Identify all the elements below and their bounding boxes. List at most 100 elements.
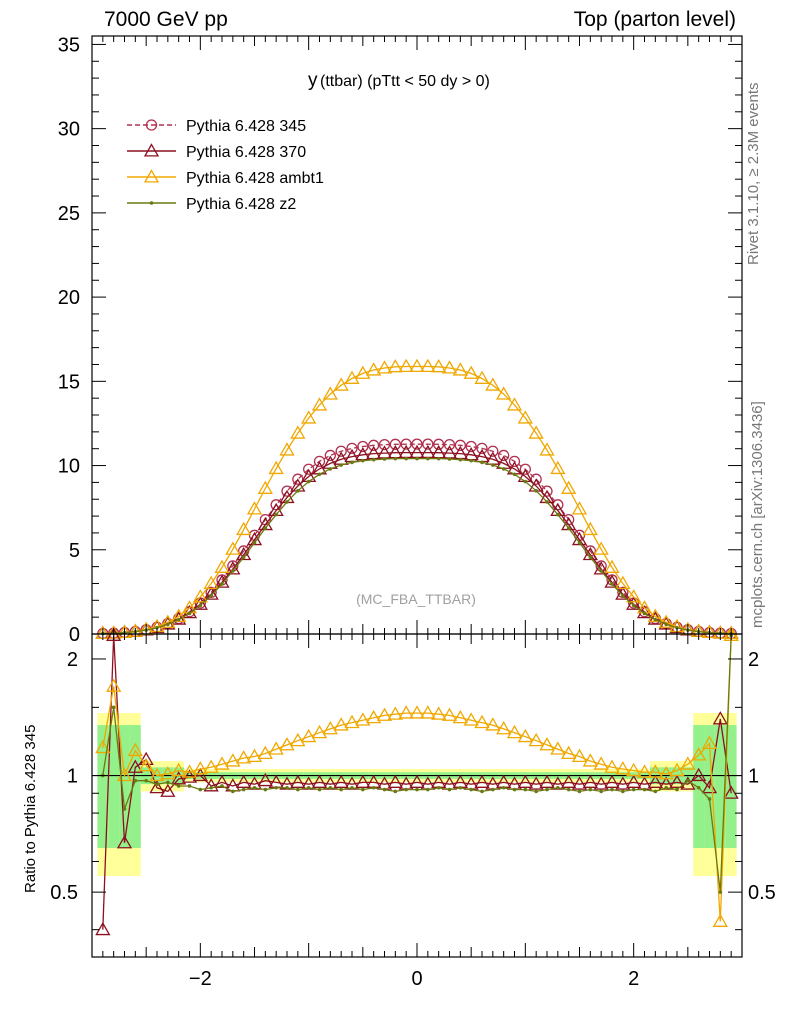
top-series-2-point bbox=[550, 460, 566, 475]
ratio-series-0-point bbox=[171, 771, 187, 785]
ratio-series-1-point bbox=[539, 737, 555, 751]
ratio-series-2-point bbox=[447, 787, 452, 792]
ratio-series-0-point bbox=[615, 776, 631, 790]
ratio-series-1-point bbox=[452, 709, 468, 724]
ratio-series-1-point bbox=[355, 712, 371, 726]
top-series-0-point bbox=[389, 438, 401, 450]
ratio-series-1-point bbox=[290, 732, 306, 747]
y-tick-label: 35 bbox=[58, 34, 80, 56]
top-series-2-point bbox=[160, 614, 176, 628]
ratio-series-0-point bbox=[203, 778, 219, 792]
ratio-series-1-point bbox=[225, 753, 241, 767]
ratio-series-1-point bbox=[127, 742, 143, 757]
ratio-series-1-point bbox=[712, 913, 728, 927]
top-series-3-point bbox=[610, 582, 614, 586]
ratio-series-2-point bbox=[252, 785, 257, 790]
ratio-series-1-point bbox=[506, 724, 523, 739]
ratio-series-2-point bbox=[469, 787, 473, 792]
top-series-2-point bbox=[463, 365, 479, 379]
top-series-3-point bbox=[491, 463, 495, 467]
ratio-series-2-point bbox=[166, 780, 170, 785]
top-series-2-point bbox=[452, 362, 468, 376]
ratio-series-1-point bbox=[311, 724, 328, 739]
ratio-series-0-point bbox=[290, 774, 306, 788]
top-series-0-point bbox=[465, 440, 477, 453]
top-series-1-point bbox=[615, 586, 631, 600]
top-series-3-point bbox=[404, 456, 408, 461]
ratio-y-tick-label: 2 bbox=[67, 649, 78, 671]
top-series-3-point bbox=[501, 467, 506, 471]
top-series-0-point bbox=[368, 439, 380, 451]
ratio-series-1-point bbox=[106, 678, 122, 692]
top-series-2-point bbox=[474, 370, 490, 384]
ratio-series-1-point bbox=[593, 756, 609, 770]
top-series-2-point bbox=[409, 358, 425, 373]
top-series-2-point bbox=[279, 442, 295, 456]
top-series-2-point bbox=[344, 370, 360, 384]
y-tick-label: 30 bbox=[58, 119, 80, 141]
ratio-series-2-point bbox=[274, 785, 278, 790]
rivet-label: Rivet 3.1.10, ≥ 2.3M events bbox=[745, 82, 762, 266]
top-series-2-point bbox=[192, 589, 208, 603]
top-series-3-point bbox=[664, 622, 668, 627]
ratio-series-2-point bbox=[393, 789, 398, 794]
top-series-3-point bbox=[361, 458, 365, 463]
ratio-series-2-point bbox=[675, 787, 679, 792]
top-series-3-point bbox=[220, 582, 224, 586]
ratio-series-1-point bbox=[344, 714, 360, 729]
top-series-3-point bbox=[523, 479, 528, 484]
ratio-series-2-point bbox=[653, 789, 658, 794]
top-series-3-point bbox=[545, 500, 549, 504]
ratio-series-2-point bbox=[707, 797, 712, 801]
top-series-1-point bbox=[214, 574, 230, 588]
top-series-1-point bbox=[604, 574, 620, 588]
ratio-series-0-point bbox=[539, 774, 555, 788]
ratio-series-1-point bbox=[203, 759, 219, 773]
ratio-series-0-point bbox=[582, 774, 598, 788]
ratio-series-2-point bbox=[382, 787, 387, 792]
ratio-series-2-point bbox=[566, 787, 571, 792]
top-series-2-point bbox=[268, 460, 284, 475]
ratio-series-2-point bbox=[296, 787, 300, 792]
top-series-3-point bbox=[512, 472, 517, 477]
top-series-3-point bbox=[155, 625, 159, 630]
top-series-3-point bbox=[653, 617, 658, 622]
top-series-3-point bbox=[198, 603, 203, 608]
legend: Pythia 6.428 345 Pythia 6.428 370 Pythia 6… bbox=[127, 118, 324, 213]
ratio-series-1-point bbox=[647, 764, 663, 778]
ratio-y-tick-label-right: 2 bbox=[748, 649, 759, 671]
ratio-series-1-point bbox=[474, 714, 490, 729]
ratio-series-2-point bbox=[534, 789, 538, 794]
top-series-3-point bbox=[642, 611, 647, 616]
top-series-3-point bbox=[534, 489, 538, 493]
ratio-series-2-point bbox=[231, 789, 235, 794]
ratio-series-0-point bbox=[604, 774, 620, 788]
ratio-series-0-point bbox=[593, 776, 609, 790]
ratio-series-2-point bbox=[176, 784, 181, 788]
ratio-series-0-point bbox=[723, 785, 739, 799]
top-series-3-point bbox=[166, 622, 170, 627]
ratio-series-0-point bbox=[517, 774, 533, 788]
top-series-3-point bbox=[371, 457, 376, 462]
ratio-series-1-point bbox=[214, 756, 230, 770]
ratio-series-1-point bbox=[615, 761, 631, 775]
legend-entry: Pythia 6.428 370 bbox=[186, 144, 306, 161]
top-series-0-point bbox=[454, 439, 466, 451]
top-series-3-point bbox=[631, 603, 636, 608]
top-series-1-point bbox=[192, 596, 208, 610]
ratio-series-2-point bbox=[523, 787, 528, 792]
ratio-series-0-point bbox=[571, 776, 588, 790]
ratio-series-1-point bbox=[149, 767, 165, 782]
ratio-series-1-point bbox=[171, 762, 187, 777]
y-tick-label: 0 bbox=[69, 624, 80, 646]
top-series-2-point bbox=[561, 480, 577, 494]
top-series-3-point bbox=[285, 500, 289, 504]
ratio-series-1-point bbox=[636, 764, 653, 778]
top-series-3-point bbox=[415, 456, 419, 461]
ratio-series-1-point bbox=[246, 748, 263, 763]
ratio-series-2-point bbox=[718, 890, 723, 894]
ratio-series-2-point bbox=[501, 785, 506, 790]
top-series-3-point bbox=[176, 617, 181, 622]
ratio-series-1-point bbox=[279, 737, 295, 751]
top-series-1-point bbox=[203, 586, 219, 600]
